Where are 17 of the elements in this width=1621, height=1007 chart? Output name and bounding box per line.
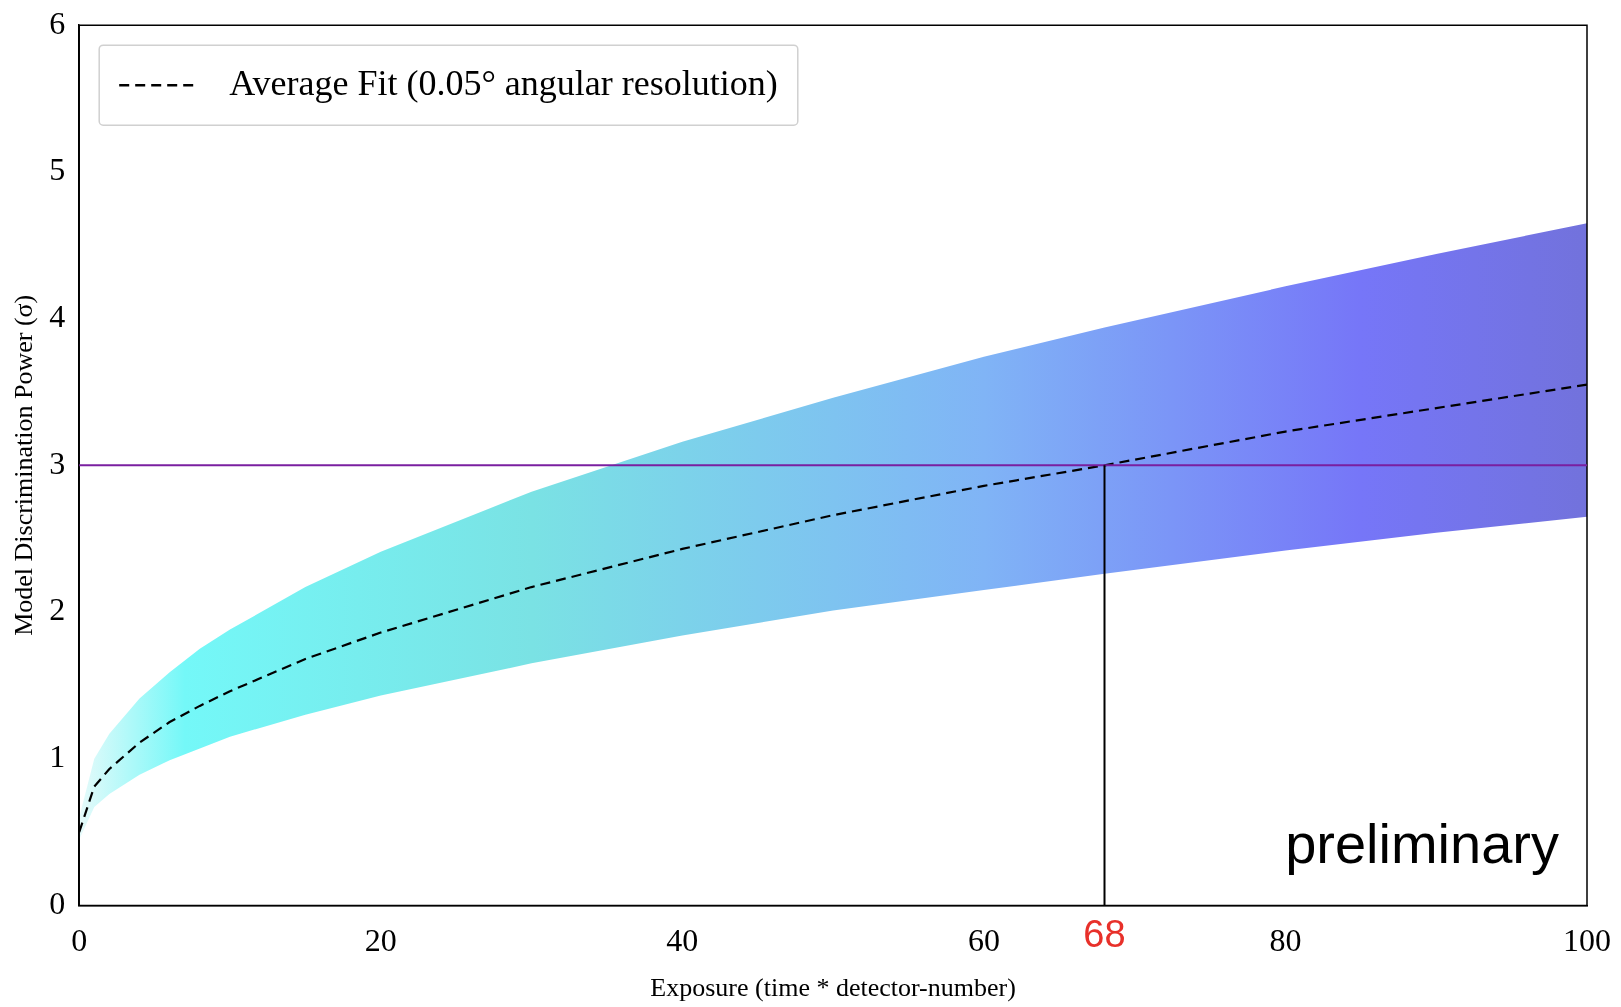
x-tick-label: 40 (666, 922, 699, 959)
y-tick-label: 0 (49, 884, 66, 921)
x-tick-label: 60 (967, 922, 1000, 959)
y-tick-label: 6 (49, 4, 66, 41)
y-tick-label: 1 (49, 738, 66, 775)
x-tick-label: 100 (1563, 922, 1611, 959)
legend-label: Average Fit (0.05° angular resolution) (229, 62, 778, 103)
y-tick-label: 2 (49, 591, 66, 628)
annotation: preliminary (1285, 812, 1559, 876)
x-tick-label: 80 (1269, 922, 1302, 959)
x-axis-title: Exposure (time * detector-number) (650, 973, 1016, 1003)
y-tick-label: 5 (49, 151, 66, 188)
y-tick-label: 4 (49, 298, 66, 335)
x-tick-label: 20 (364, 922, 397, 959)
annotation: 68 (1083, 912, 1126, 955)
y-axis-title: Model Discrimination Power (σ) (9, 294, 39, 636)
y-tick-label: 3 (49, 444, 66, 481)
